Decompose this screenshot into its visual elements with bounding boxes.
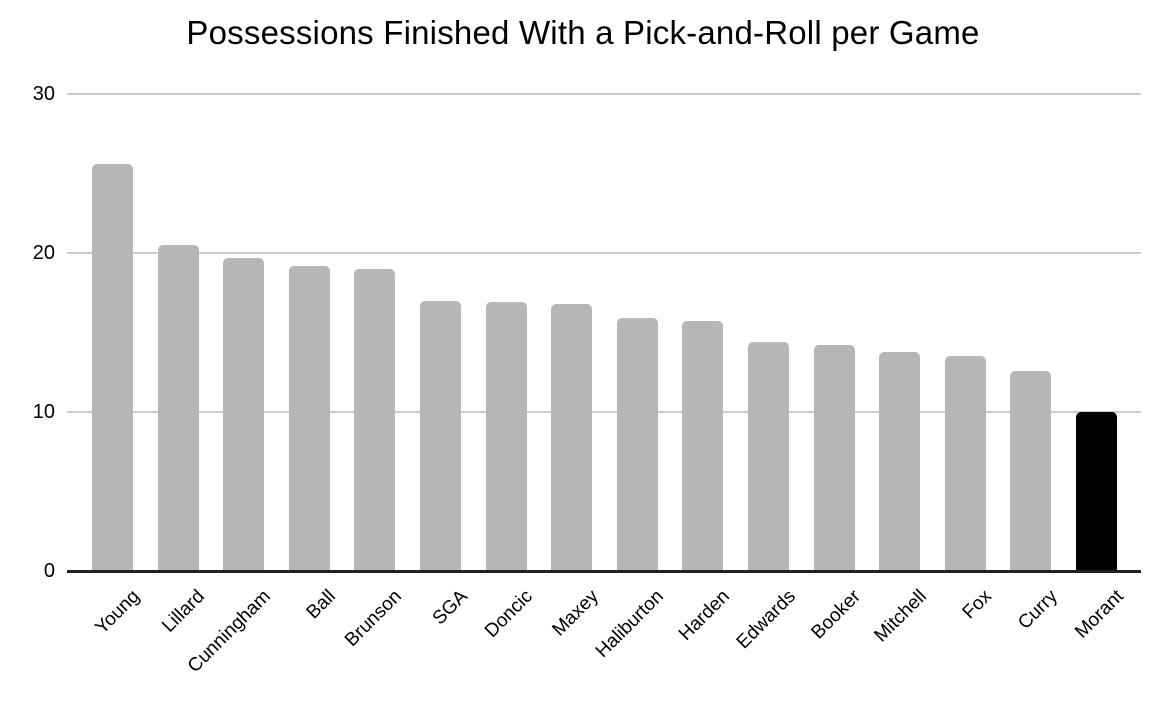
bar-mitchell bbox=[879, 351, 921, 571]
y-axis-tick-0: 0 bbox=[43, 560, 55, 582]
x-axis-label-young: Young bbox=[90, 586, 144, 639]
y-axis-tick-10: 10 bbox=[32, 401, 55, 423]
bar-young bbox=[92, 163, 133, 571]
y-axis-tick-20: 20 bbox=[32, 242, 55, 264]
bar-edwards bbox=[748, 342, 789, 571]
bar-sga bbox=[420, 300, 461, 571]
bar-doncic bbox=[485, 302, 527, 571]
bar-brunson bbox=[354, 268, 396, 571]
bar-booker bbox=[813, 345, 855, 571]
bar-morant bbox=[1076, 412, 1117, 571]
gridline-y10 bbox=[67, 411, 1141, 413]
bar-lillard bbox=[157, 245, 199, 571]
chart-title: Possessions Finished With a Pick-and-Rol… bbox=[186, 14, 980, 51]
y-axis-tick-30: 30 bbox=[32, 83, 55, 105]
gridline-y20 bbox=[67, 252, 1141, 254]
gridline-y30 bbox=[67, 93, 1141, 95]
x-axis-line bbox=[67, 570, 1141, 573]
bar-maxey bbox=[551, 303, 593, 571]
bar-haliburton bbox=[616, 318, 658, 571]
bar-ball bbox=[288, 265, 330, 571]
bar-harden bbox=[682, 321, 724, 571]
bar-cunningham bbox=[223, 257, 265, 571]
bar-fox bbox=[944, 356, 986, 571]
bar-curry bbox=[1010, 370, 1052, 571]
